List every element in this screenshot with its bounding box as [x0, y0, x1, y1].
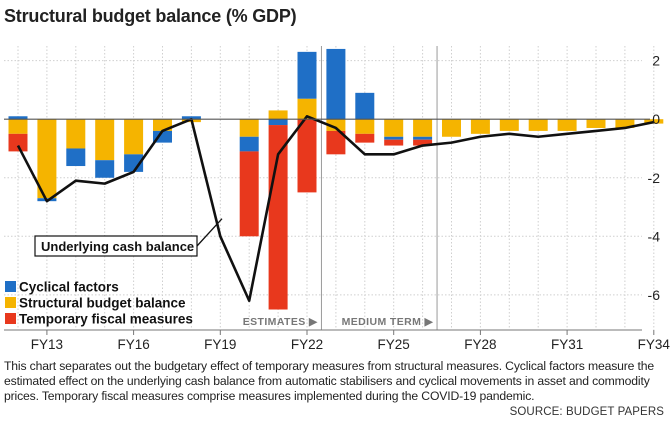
bar-temporary — [297, 119, 317, 193]
line-label: Underlying cash balance — [41, 239, 194, 254]
bar-temporary — [326, 130, 346, 155]
bar-structural — [297, 98, 317, 120]
x-tick-label: FY22 — [291, 337, 323, 352]
line-label-callout — [196, 218, 223, 247]
bar-temporary — [268, 125, 288, 310]
annotation-layer: Underlying cash balance ESTIMATES ▶ MEDIUM… — [34, 218, 434, 328]
bar-structural — [557, 119, 577, 131]
bar-temporary — [413, 139, 433, 146]
bar-cyclical — [8, 116, 28, 120]
bar-temporary — [355, 133, 375, 143]
bar-structural — [615, 119, 635, 128]
source-note: SOURCE: BUDGET PAPERS — [509, 406, 664, 418]
bar-structural — [8, 119, 28, 134]
legend-label: Cyclical factors — [19, 280, 119, 295]
bar-temporary — [8, 133, 28, 152]
underlying-cash-balance-line — [16, 114, 655, 303]
bar-cyclical — [413, 136, 433, 140]
line-label-box — [34, 235, 198, 257]
bars-layer — [8, 48, 664, 310]
chart: 2 0 -2 -4 -6 FY13 FY16 FY19 FY22 FY25 FY28 FY31 FY34… — [4, 46, 670, 352]
bar-structural — [37, 119, 57, 199]
bar-structural — [153, 119, 172, 131]
medium-term-label: MEDIUM TERM ▶ — [342, 316, 434, 328]
bar-structural — [499, 119, 519, 131]
bar-structural — [66, 119, 86, 149]
line-layer — [16, 114, 655, 303]
bar-cyclical — [384, 136, 404, 140]
bar-structural — [528, 119, 548, 131]
estimates-label: ESTIMATES ▶ — [243, 316, 318, 328]
y-tick-label: -6 — [648, 287, 661, 303]
x-tick-label: FY13 — [31, 337, 63, 352]
bar-cyclical — [95, 160, 115, 178]
x-tick-label: FY28 — [464, 337, 496, 352]
bar-temporary — [239, 151, 259, 237]
legend-swatch — [5, 297, 16, 308]
bar-structural — [326, 119, 346, 131]
legend-label: Structural budget balance — [19, 296, 186, 311]
bar-cyclical — [153, 130, 172, 143]
x-tick-label: FY25 — [378, 337, 410, 352]
y-tick-label: -2 — [648, 170, 661, 186]
chart-title: Structural budget balance (% GDP) — [4, 6, 297, 26]
legend-swatch — [5, 281, 16, 292]
x-tick-label: FY34 — [638, 337, 671, 352]
bar-structural — [95, 119, 115, 161]
legend-label: Temporary fiscal measures — [19, 312, 193, 327]
bar-structural — [442, 119, 461, 137]
bar-structural — [384, 119, 404, 137]
bar-cyclical — [297, 51, 317, 99]
bar-structural — [239, 119, 259, 137]
bar-cyclical — [239, 136, 259, 152]
y-tick-label: 0 — [652, 111, 660, 127]
bar-cyclical — [66, 148, 86, 167]
bar-cyclical — [181, 116, 201, 120]
x-tick-label: FY16 — [117, 337, 149, 352]
bar-structural — [644, 119, 664, 124]
bar-structural — [413, 119, 433, 137]
period-dividers — [320, 46, 438, 330]
bar-cyclical — [326, 48, 346, 120]
bar-structural — [586, 119, 606, 128]
chart-caption: This chart separates out the budgetary e… — [4, 359, 655, 403]
axis-layer: 2 0 -2 -4 -6 FY13 FY16 FY19 FY22 FY25 FY28 FY31 FY34 — [4, 53, 670, 352]
bar-structural — [124, 119, 144, 155]
bar-structural — [268, 110, 288, 120]
y-tick-label: -4 — [648, 228, 661, 244]
bar-temporary — [384, 139, 404, 146]
bar-cyclical — [124, 154, 144, 172]
bar-structural — [470, 119, 490, 134]
x-tick-label: FY19 — [204, 337, 236, 352]
x-tick-label: FY31 — [551, 337, 583, 352]
bar-cyclical — [268, 119, 288, 126]
y-tick-label: 2 — [652, 53, 660, 69]
bar-structural — [355, 119, 375, 134]
legend-swatch — [5, 313, 16, 324]
bar-cyclical — [355, 92, 375, 120]
